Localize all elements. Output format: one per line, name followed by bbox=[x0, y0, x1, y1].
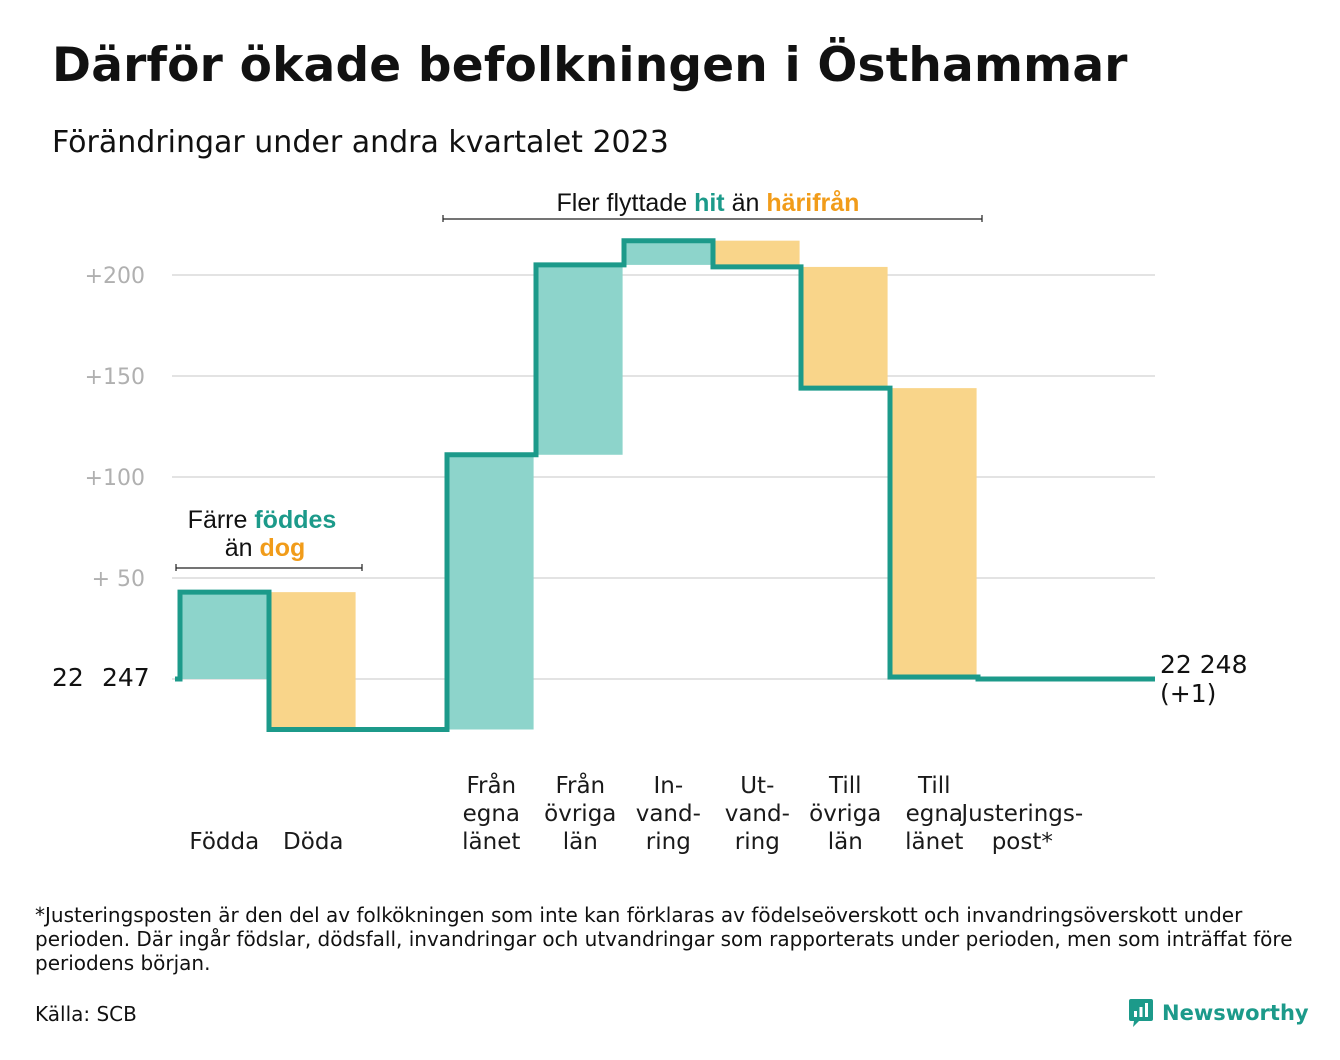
category-label: Födda bbox=[189, 829, 259, 855]
category-label: ring bbox=[735, 829, 780, 855]
category-label: övriga bbox=[544, 801, 616, 827]
brand-name: Newsworthy bbox=[1162, 1001, 1309, 1025]
category-labels: Födda DödaFrånegnalänetFrånövrigalänIn-va… bbox=[189, 771, 1083, 855]
y-tick-label: +100 bbox=[85, 466, 145, 491]
category-label: länet bbox=[905, 829, 963, 855]
category-label: Från bbox=[466, 771, 516, 799]
source-label: Källa: SCB bbox=[35, 1002, 137, 1026]
category-label: Justerings- bbox=[959, 801, 1083, 827]
category-label: Från bbox=[555, 771, 605, 799]
end-value-label: 22 248 bbox=[1160, 650, 1247, 679]
migration-annotation-text: Fler flyttade hit än härifrån bbox=[557, 189, 860, 217]
bar-chart-speech-bubble-icon bbox=[1129, 999, 1153, 1027]
births-annotation: Färre föddes än dog bbox=[175, 506, 363, 571]
category-label: Till bbox=[828, 773, 862, 799]
y-tick-label: +200 bbox=[85, 264, 145, 289]
category-label: Döda bbox=[283, 829, 343, 855]
start-label-part-1: 22 bbox=[52, 663, 84, 692]
bars bbox=[182, 240, 977, 730]
waterfall-chart: + 50+100+150+200 Födda DödaFrånegnalänetF… bbox=[52, 189, 1247, 855]
chart-title: Därför ökade befolkningen i Östhammar bbox=[52, 38, 1128, 93]
category-label: länet bbox=[462, 829, 520, 855]
category-label: vand- bbox=[636, 801, 701, 827]
running-total-line bbox=[175, 238, 1155, 732]
category-label: ring bbox=[646, 829, 691, 855]
bar-4 bbox=[626, 240, 711, 265]
brand-logo: Newsworthy bbox=[1128, 998, 1309, 1028]
category-label: län bbox=[828, 829, 863, 855]
category-label: post* bbox=[992, 829, 1053, 855]
bar-3 bbox=[538, 264, 623, 455]
category-label: län bbox=[563, 829, 598, 855]
running-total-path bbox=[175, 238, 1155, 732]
footnote: *Justeringsposten är den del av folkökni… bbox=[35, 903, 1293, 975]
category-label: In- bbox=[653, 773, 683, 799]
births-annotation-line-1: Färre föddes bbox=[188, 506, 337, 534]
y-tick-label: + 50 bbox=[92, 567, 145, 592]
births-annotation-line-2: än dog bbox=[225, 534, 306, 562]
bar-2 bbox=[449, 454, 534, 730]
end-label: 22 248 (+1) bbox=[1160, 650, 1247, 708]
category-label: egna bbox=[906, 801, 963, 827]
bar-5 bbox=[715, 240, 800, 267]
category-label: egna bbox=[463, 801, 520, 827]
bar-6 bbox=[803, 266, 888, 389]
bar-7 bbox=[892, 388, 977, 677]
category-label: Till bbox=[917, 773, 951, 799]
y-tick-label: +150 bbox=[85, 365, 145, 390]
migration-bracket bbox=[442, 215, 983, 222]
start-label-part-2: 247 bbox=[102, 663, 150, 692]
chart-subtitle: Förändringar under andra kvartalet 2023 bbox=[52, 125, 669, 160]
category-label: vand- bbox=[725, 801, 790, 827]
births-bracket bbox=[175, 564, 363, 571]
y-tick-labels: + 50 +100 +150 +200 bbox=[85, 264, 145, 592]
category-label: övriga bbox=[809, 801, 881, 827]
bar-0 bbox=[182, 592, 267, 679]
category-label: Ut- bbox=[740, 773, 774, 799]
bar-1 bbox=[271, 592, 356, 730]
migration-annotation: Fler flyttade hit än härifrån bbox=[442, 189, 983, 222]
end-change-label: (+1) bbox=[1160, 679, 1216, 708]
start-label: 22 247 bbox=[52, 663, 150, 692]
